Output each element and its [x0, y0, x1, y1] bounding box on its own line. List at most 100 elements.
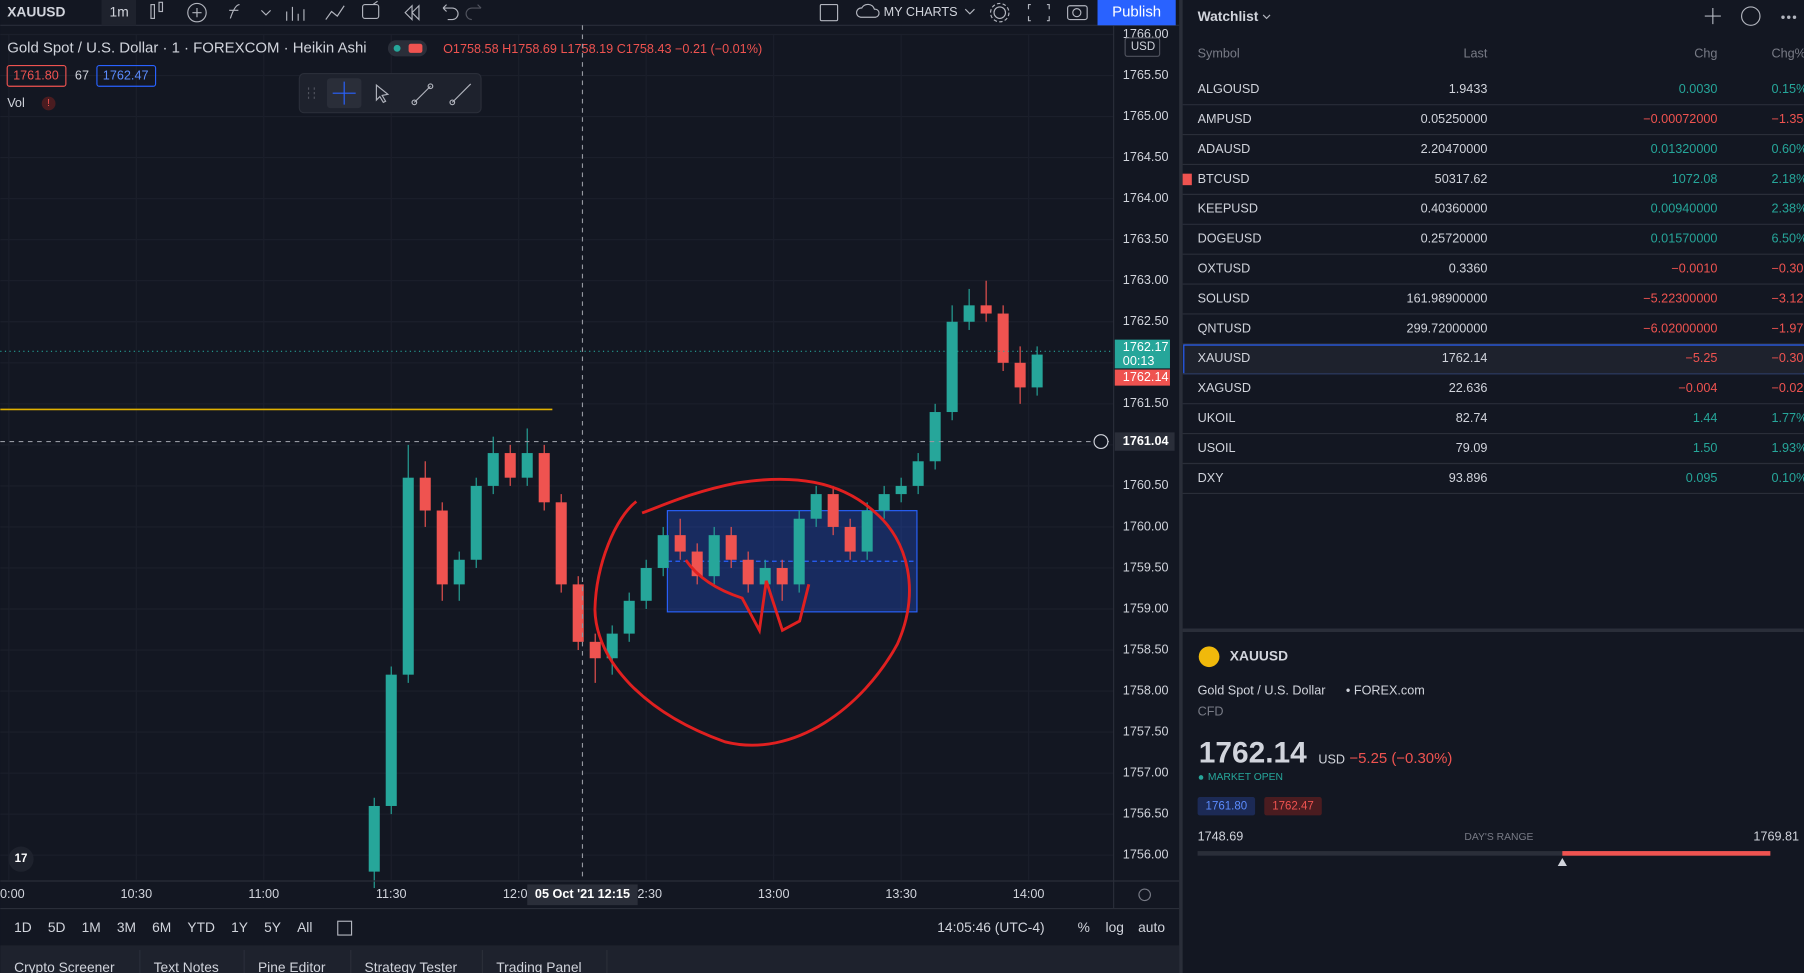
symbol-cell[interactable]: DXY: [1198, 471, 1225, 485]
value-cell: 1.9433: [1449, 82, 1488, 96]
tv-logo[interactable]: [8, 846, 34, 872]
tab[interactable]: Crypto Screener: [14, 960, 115, 973]
interval-button[interactable]: [101, 0, 137, 26]
symbol-cell[interactable]: UKOIL: [1198, 411, 1236, 425]
drawing-toolbar: [298, 73, 482, 114]
candle-body: [725, 535, 737, 560]
toolbar-icons[interactable]: [150, 0, 1088, 23]
currency-box[interactable]: [1124, 37, 1161, 57]
tab[interactable]: Text Notes: [154, 960, 219, 973]
details-currency: USD: [1318, 753, 1345, 767]
candle-body: [895, 485, 907, 495]
tab[interactable]: Trading Panel: [496, 960, 581, 973]
symbol[interactable]: XAUUSD: [7, 4, 65, 19]
candle-body: [487, 453, 499, 486]
bid-box[interactable]: [6, 64, 67, 87]
range-button[interactable]: 1M: [82, 920, 101, 935]
drawing-toolbar-icons[interactable]: [307, 78, 472, 109]
range-button[interactable]: 6M: [152, 920, 171, 935]
symbol-cell[interactable]: OXTUSD: [1198, 261, 1251, 275]
value-cell: 0.40360000: [1421, 202, 1488, 216]
crosshair-time: 05 Oct '21 12:15: [535, 887, 630, 901]
details-exchange: • FOREX.com: [1346, 684, 1425, 698]
value-cell: −0.30%: [1771, 351, 1804, 365]
volume-warning[interactable]: [41, 96, 56, 111]
more-menu[interactable]: [1781, 15, 1797, 19]
range-button[interactable]: All: [297, 920, 312, 935]
value-cell: −3.12%: [1771, 291, 1804, 305]
symbol-cell[interactable]: XAGUSD: [1198, 381, 1251, 395]
axis-settings[interactable]: [1138, 888, 1152, 902]
y-tick-label: 1759.00: [1123, 601, 1169, 615]
price-label-box: [1114, 339, 1170, 369]
my-charts[interactable]: MY CHARTS: [884, 5, 958, 19]
ask-box[interactable]: [96, 64, 157, 87]
x-tick-label: 12:30: [630, 887, 662, 901]
y-tick-label: 1765.00: [1123, 109, 1169, 123]
crosshair-price-box: [1114, 432, 1175, 451]
column-header[interactable]: Symbol: [1198, 46, 1240, 60]
symbol-cell[interactable]: SOLUSD: [1198, 291, 1250, 305]
volume-warning-icon: !: [47, 98, 50, 109]
value-cell: 1072.08: [1672, 172, 1718, 186]
crosshair-price: 1761.04: [1123, 434, 1169, 448]
scribble-annotation[interactable]: [684, 559, 811, 635]
symbol-cell[interactable]: USOIL: [1198, 441, 1236, 455]
bar-countdown: 00:13: [1123, 354, 1155, 368]
circle-annotation[interactable]: [593, 477, 911, 747]
y-tick-label: 1760.00: [1123, 519, 1169, 533]
symbol-cell[interactable]: XAUUSD: [1198, 351, 1251, 365]
log-toggle[interactable]: log: [1106, 920, 1124, 935]
tabs: Crypto Screener Text Notes Pine Editor Stra…: [14, 949, 608, 973]
range-button[interactable]: 1D: [14, 920, 32, 935]
column-header[interactable]: Last: [1464, 46, 1488, 60]
watchlist-title[interactable]: Watchlist: [1198, 9, 1259, 24]
details-change: −5.25 (−0.30%): [1349, 750, 1452, 767]
range-button[interactable]: 1Y: [231, 920, 248, 935]
volume-label: Vol: [7, 96, 25, 110]
range-button[interactable]: 5Y: [264, 920, 281, 935]
symbol-cell[interactable]: BTCUSD: [1198, 172, 1250, 186]
tab[interactable]: Pine Editor: [258, 960, 326, 973]
y-tick-label: 1758.00: [1123, 683, 1169, 697]
compare-icon[interactable]: [337, 920, 353, 936]
range-button[interactable]: 3M: [117, 920, 136, 935]
crosshair-time-box: [527, 884, 638, 906]
candle-body: [436, 510, 448, 585]
column-header[interactable]: Chg%: [1771, 46, 1804, 60]
symbol-cell[interactable]: AMPUSD: [1198, 112, 1252, 126]
y-tick-label: 1761.50: [1123, 396, 1169, 410]
ask[interactable]: 1762.47: [103, 68, 149, 82]
details-name: Gold Spot / U.S. Dollar: [1198, 684, 1326, 698]
auto-toggle[interactable]: auto: [1138, 920, 1165, 935]
interval[interactable]: 1m: [110, 4, 129, 19]
x-tick-label: 12:00: [503, 887, 535, 901]
symbol-cell[interactable]: ADAUSD: [1198, 142, 1251, 156]
watchlist-details[interactable]: [1741, 6, 1761, 26]
range-button[interactable]: YTD: [187, 920, 215, 935]
tab[interactable]: Strategy Tester: [365, 960, 458, 973]
x-tick-label: 11:00: [248, 887, 279, 901]
add-alert[interactable]: [1093, 434, 1109, 450]
symbol-cell[interactable]: DOGEUSD: [1198, 232, 1262, 246]
grid: 1756.00 1756.50 1757.00 1757.50 1758.00 1758.…: [0, 27, 1169, 901]
candle-body: [470, 485, 482, 560]
symbol-cell[interactable]: QNTUSD: [1198, 321, 1251, 335]
column-header[interactable]: Chg: [1694, 46, 1717, 60]
symbol-cell[interactable]: ALGOUSD: [1198, 82, 1260, 96]
spread: 67: [75, 68, 89, 82]
currency[interactable]: USD: [1131, 41, 1155, 53]
percent-toggle[interactable]: %: [1078, 920, 1090, 935]
publish-button[interactable]: [1097, 0, 1176, 26]
add-symbol[interactable]: [1704, 8, 1721, 25]
status-dot: [393, 44, 401, 52]
bid[interactable]: 1761.80: [13, 68, 59, 82]
y-tick-label: 1766.00: [1123, 27, 1169, 41]
value-cell: 0.01570000: [1651, 232, 1718, 246]
y-tick-label: 1759.50: [1123, 560, 1169, 574]
value-cell: 2.38%: [1771, 202, 1804, 216]
range-button[interactable]: 5D: [48, 920, 66, 935]
watchlist-caret[interactable]: [1262, 14, 1271, 20]
publish-label[interactable]: Publish: [1112, 4, 1161, 21]
symbol-cell[interactable]: KEEPUSD: [1198, 202, 1258, 216]
